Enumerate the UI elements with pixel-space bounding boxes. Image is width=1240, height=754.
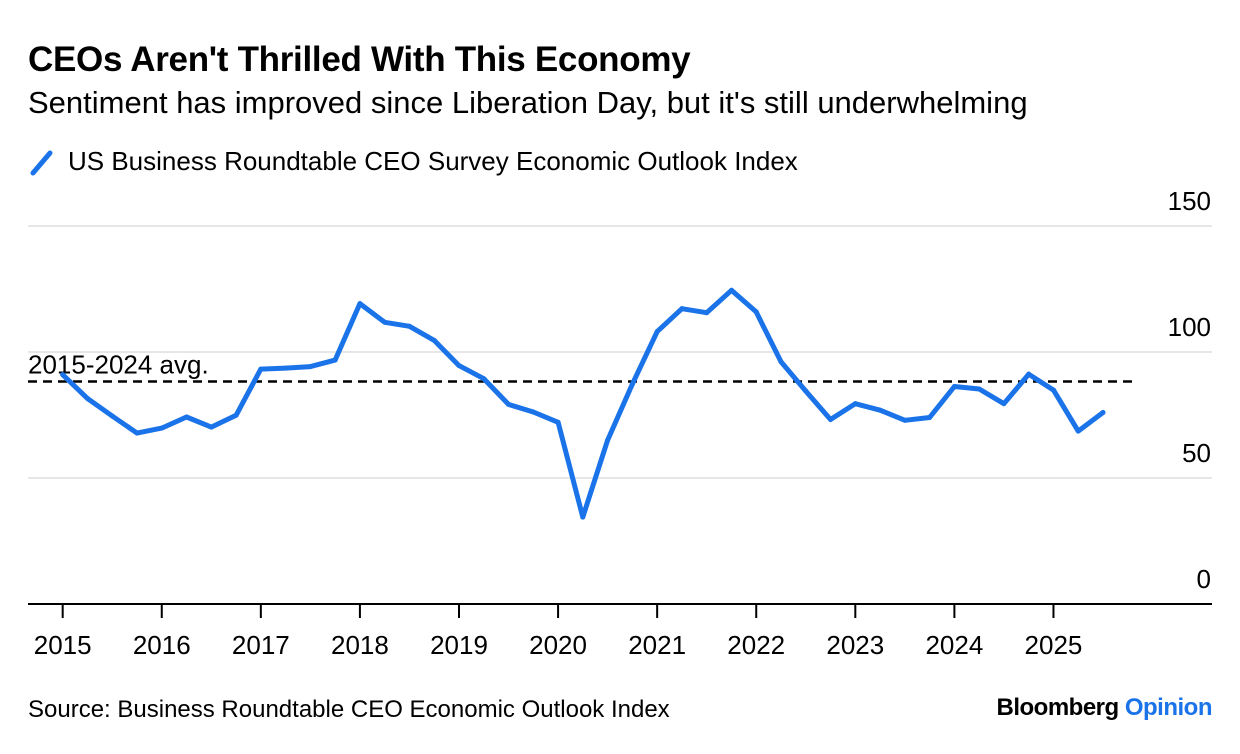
x-axis-tick-labels: 2015 2016 2017 2018 2019 2020 2021 2022 2023 2024… bbox=[34, 630, 1083, 660]
y-tick-label-0: 0 bbox=[1197, 564, 1211, 594]
legend-line-icon bbox=[28, 147, 56, 177]
data-point bbox=[109, 413, 115, 419]
x-tick-label-2017: 2017 bbox=[232, 630, 290, 660]
data-point bbox=[976, 386, 982, 392]
series-line-0 bbox=[60, 287, 1106, 520]
data-point bbox=[605, 437, 611, 443]
data-point bbox=[555, 419, 561, 425]
series-layer bbox=[60, 287, 1106, 520]
grid-lines bbox=[28, 225, 1212, 479]
data-point bbox=[258, 366, 264, 372]
y-tick-label-150: 150 bbox=[1168, 186, 1211, 216]
y-tick-label-100: 100 bbox=[1168, 312, 1211, 342]
data-point bbox=[382, 319, 388, 325]
average-reference: 2015-2024 avg. bbox=[28, 349, 1138, 383]
data-point bbox=[1100, 409, 1106, 415]
data-point bbox=[902, 417, 908, 423]
data-point bbox=[1050, 387, 1056, 393]
data-point bbox=[877, 407, 883, 413]
x-tick-label-2025: 2025 bbox=[1025, 630, 1083, 660]
data-point bbox=[84, 395, 90, 401]
brand-main: Bloomberg bbox=[996, 694, 1120, 721]
data-point bbox=[357, 301, 363, 307]
data-point bbox=[481, 376, 487, 382]
data-point bbox=[208, 424, 214, 430]
data-point bbox=[679, 306, 685, 312]
data-point bbox=[753, 309, 759, 315]
data-point bbox=[332, 357, 338, 363]
chart-title: CEOs Aren't Thrilled With This Economy bbox=[28, 40, 691, 79]
data-point bbox=[927, 415, 933, 421]
x-tick-label-2018: 2018 bbox=[331, 630, 389, 660]
brand-sub: Opinion bbox=[1124, 694, 1213, 721]
data-point bbox=[307, 364, 313, 370]
legend-label: US Business Roundtable CEO Survey Econom… bbox=[68, 146, 798, 176]
brand-logo: Bloomberg Opinion bbox=[997, 694, 1213, 722]
data-point bbox=[629, 381, 635, 387]
data-point bbox=[184, 414, 190, 420]
average-label: 2015-2024 avg. bbox=[28, 349, 209, 379]
data-point bbox=[1001, 401, 1007, 407]
x-axis bbox=[28, 603, 1212, 618]
data-point bbox=[456, 363, 462, 369]
data-point bbox=[233, 412, 239, 418]
data-point bbox=[828, 417, 834, 423]
data-point bbox=[951, 384, 957, 390]
data-point bbox=[406, 323, 412, 329]
data-point bbox=[431, 337, 437, 343]
data-point bbox=[728, 287, 734, 293]
data-point bbox=[506, 401, 512, 407]
data-point bbox=[283, 365, 289, 371]
data-point bbox=[159, 425, 165, 431]
data-point bbox=[1075, 428, 1081, 434]
x-tick-label-2024: 2024 bbox=[925, 630, 983, 660]
data-point bbox=[134, 430, 140, 436]
y-axis-tick-labels: 0 50 100 150 bbox=[1168, 186, 1211, 594]
source-note: Source: Business Roundtable CEO Economic… bbox=[28, 696, 670, 723]
x-tick-label-2020: 2020 bbox=[529, 630, 587, 660]
x-tick-label-2015: 2015 bbox=[34, 630, 92, 660]
data-point bbox=[530, 409, 536, 415]
x-tick-label-2023: 2023 bbox=[826, 630, 884, 660]
x-tick-label-2019: 2019 bbox=[430, 630, 488, 660]
data-point bbox=[803, 388, 809, 394]
y-tick-label-50: 50 bbox=[1182, 438, 1211, 468]
data-point bbox=[580, 514, 586, 520]
x-tick-label-2021: 2021 bbox=[628, 630, 686, 660]
data-point bbox=[60, 372, 66, 378]
chart-subtitle: Sentiment has improved since Liberation … bbox=[28, 85, 1028, 120]
data-point bbox=[1026, 371, 1032, 377]
chart-legend: US Business Roundtable CEO Survey Econom… bbox=[28, 146, 798, 177]
data-point bbox=[778, 359, 784, 365]
data-point bbox=[852, 401, 858, 407]
x-tick-label-2022: 2022 bbox=[727, 630, 785, 660]
data-point bbox=[704, 310, 710, 316]
x-tick-label-2016: 2016 bbox=[133, 630, 191, 660]
data-point bbox=[654, 329, 660, 335]
